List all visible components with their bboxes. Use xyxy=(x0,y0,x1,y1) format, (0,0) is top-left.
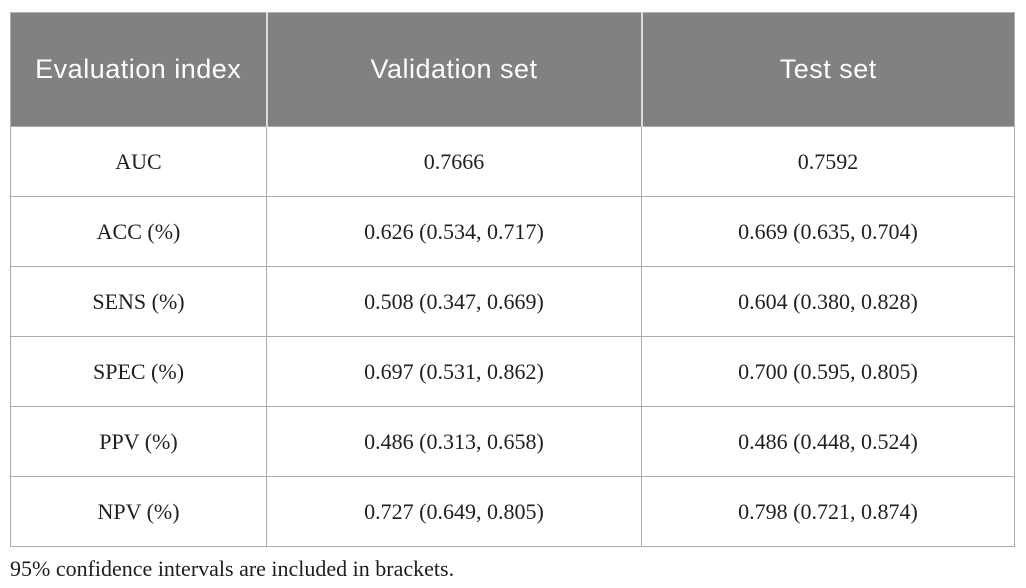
column-header-validation-set: Validation set xyxy=(266,12,643,127)
test-value: 0.604 (0.380, 0.828) xyxy=(641,266,1015,337)
column-header-evaluation-index: Evaluation index xyxy=(10,12,268,127)
table-row-npv: NPV (%) 0.727 (0.649, 0.805) 0.798 (0.72… xyxy=(10,476,1015,547)
row-label: ACC (%) xyxy=(10,196,267,267)
evaluation-results-table: Evaluation index Validation set Test set… xyxy=(10,12,1015,547)
header-row: Evaluation index Validation set Test set xyxy=(10,12,1015,127)
validation-value: 0.727 (0.649, 0.805) xyxy=(266,476,642,547)
row-label: SENS (%) xyxy=(10,266,267,337)
test-value: 0.700 (0.595, 0.805) xyxy=(641,336,1015,407)
test-value: 0.669 (0.635, 0.704) xyxy=(641,196,1015,267)
validation-value: 0.486 (0.313, 0.658) xyxy=(266,406,642,477)
validation-value: 0.7666 xyxy=(266,126,642,197)
column-header-test-set: Test set xyxy=(641,12,1015,127)
row-label: AUC xyxy=(10,126,267,197)
table-footnote: 95% confidence intervals are included in… xyxy=(10,556,455,581)
test-value: 0.7592 xyxy=(641,126,1015,197)
test-value: 0.798 (0.721, 0.874) xyxy=(641,476,1015,547)
row-label: SPEC (%) xyxy=(10,336,267,407)
row-label: PPV (%) xyxy=(10,406,267,477)
test-value: 0.486 (0.448, 0.524) xyxy=(641,406,1015,477)
validation-value: 0.697 (0.531, 0.862) xyxy=(266,336,642,407)
table-row-acc: ACC (%) 0.626 (0.534, 0.717) 0.669 (0.63… xyxy=(10,196,1015,267)
table-row-auc: AUC 0.7666 0.7592 xyxy=(10,126,1015,197)
validation-value: 0.626 (0.534, 0.717) xyxy=(266,196,642,267)
row-label: NPV (%) xyxy=(10,476,267,547)
table-row-spec: SPEC (%) 0.697 (0.531, 0.862) 0.700 (0.5… xyxy=(10,336,1015,407)
validation-value: 0.508 (0.347, 0.669) xyxy=(266,266,642,337)
table-row-ppv: PPV (%) 0.486 (0.313, 0.658) 0.486 (0.44… xyxy=(10,406,1015,477)
table-row-sens: SENS (%) 0.508 (0.347, 0.669) 0.604 (0.3… xyxy=(10,266,1015,337)
